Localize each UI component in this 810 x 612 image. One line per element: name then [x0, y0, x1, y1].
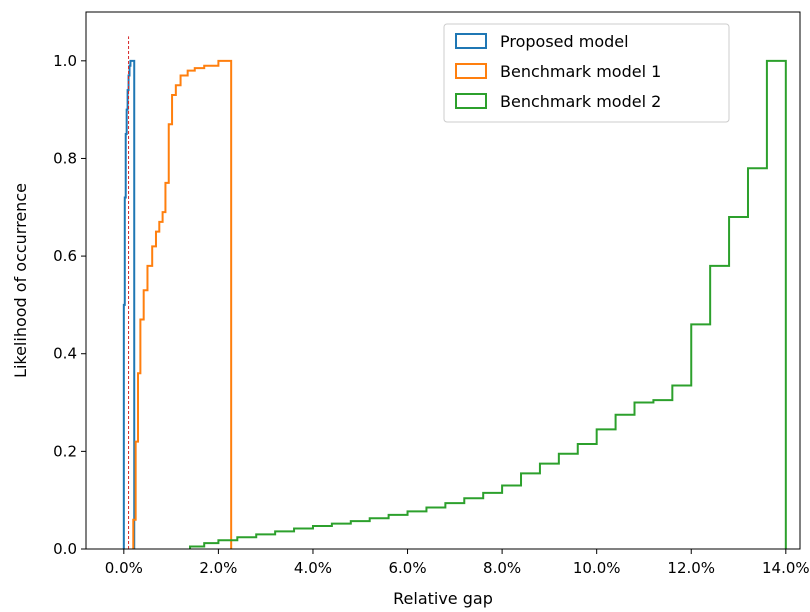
y-tick-label: 0.2: [53, 442, 77, 460]
series-line-1: [122, 59, 136, 549]
x-tick-label: 6.0%: [388, 559, 426, 577]
y-axis-ticks: 0.0 0.2 0.4 0.6 0.8 1.0: [53, 52, 86, 558]
y-axis-label: Likelihood of occurrence: [11, 183, 30, 378]
legend-box: [443, 23, 730, 123]
x-tick-label: 10.0%: [573, 559, 621, 577]
x-tick-label: 2.0%: [199, 559, 237, 577]
legend-swatch: [455, 63, 487, 79]
y-tick-label: 1.0: [53, 52, 77, 70]
x-axis-label: Relative gap: [393, 589, 493, 608]
y-tick-label: 0.0: [53, 540, 77, 558]
x-axis-ticks: 0.0% 2.0% 4.0% 6.0% 8.0% 10.0% 12.0% 14.0%: [105, 549, 810, 577]
legend-label: Benchmark model 1: [500, 62, 661, 81]
x-tick-label: 14.0%: [762, 559, 810, 577]
x-tick-label: 4.0%: [294, 559, 332, 577]
legend-label: Proposed model: [500, 32, 629, 51]
x-tick-label: 8.0%: [483, 559, 521, 577]
series-line-2: [132, 59, 233, 549]
legend-swatch: [455, 33, 487, 49]
legend-swatch: [455, 93, 487, 109]
y-tick-label: 0.6: [53, 247, 77, 265]
legend-items: Proposed model Benchmark model 1 Benchmark…: [455, 32, 661, 111]
y-tick-label: 0.8: [53, 149, 77, 167]
series-layer: [122, 59, 787, 549]
x-tick-label: 0.0%: [105, 559, 143, 577]
legend: Proposed model Benchmark model 1 Benchmark…: [443, 23, 730, 123]
legend-label: Benchmark model 2: [500, 92, 661, 111]
series-line-3: [189, 59, 787, 549]
plot-frame: [85, 11, 801, 550]
y-tick-label: 0.4: [53, 345, 77, 363]
x-tick-label: 12.0%: [667, 559, 715, 577]
